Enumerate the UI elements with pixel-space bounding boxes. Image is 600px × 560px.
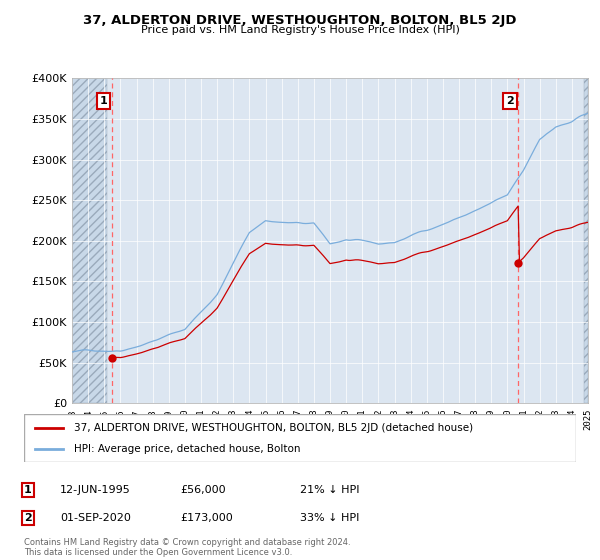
Text: Price paid vs. HM Land Registry's House Price Index (HPI): Price paid vs. HM Land Registry's House … — [140, 25, 460, 35]
FancyBboxPatch shape — [24, 414, 576, 462]
Text: 21% ↓ HPI: 21% ↓ HPI — [300, 485, 359, 495]
Text: 1: 1 — [100, 96, 107, 106]
Bar — [584, 78, 588, 403]
Text: 12-JUN-1995: 12-JUN-1995 — [60, 485, 131, 495]
Text: 1: 1 — [24, 485, 32, 495]
Text: 33% ↓ HPI: 33% ↓ HPI — [300, 513, 359, 523]
Text: 2: 2 — [24, 513, 32, 523]
Text: HPI: Average price, detached house, Bolton: HPI: Average price, detached house, Bolt… — [74, 444, 300, 454]
Bar — [72, 78, 107, 403]
Text: 37, ALDERTON DRIVE, WESTHOUGHTON, BOLTON, BL5 2JD (detached house): 37, ALDERTON DRIVE, WESTHOUGHTON, BOLTON… — [74, 423, 473, 433]
Text: 37, ALDERTON DRIVE, WESTHOUGHTON, BOLTON, BL5 2JD: 37, ALDERTON DRIVE, WESTHOUGHTON, BOLTON… — [83, 14, 517, 27]
Text: Contains HM Land Registry data © Crown copyright and database right 2024.
This d: Contains HM Land Registry data © Crown c… — [24, 538, 350, 557]
Text: 01-SEP-2020: 01-SEP-2020 — [60, 513, 131, 523]
Text: £173,000: £173,000 — [180, 513, 233, 523]
Text: 2: 2 — [506, 96, 514, 106]
Text: £56,000: £56,000 — [180, 485, 226, 495]
